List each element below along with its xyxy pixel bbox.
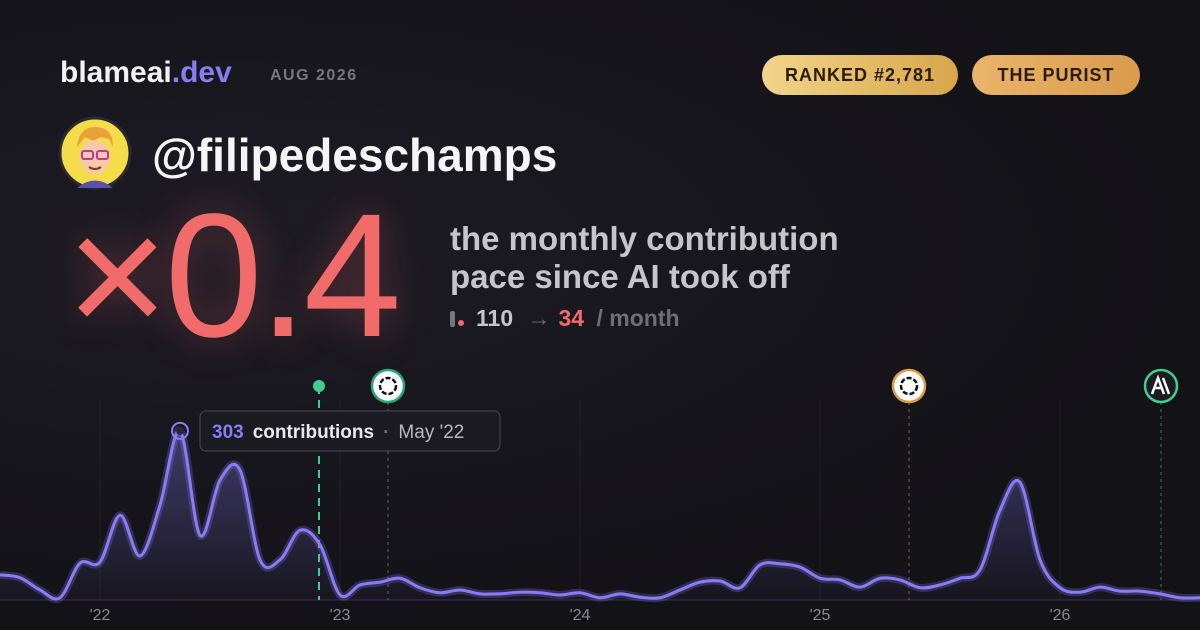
event-icon (891, 368, 927, 404)
event-icon (370, 368, 406, 404)
event-glyph (378, 376, 398, 396)
unit: / month (596, 305, 680, 331)
after-value: 34 (558, 305, 585, 331)
events (313, 368, 1179, 600)
brand-suffix: .dev (171, 56, 232, 89)
highlight-dot (176, 426, 184, 435)
x-tick-label: '23 (330, 607, 351, 624)
line (0, 429, 1200, 601)
before-value: 110 (476, 305, 514, 331)
date: AUG 2026 (270, 67, 358, 84)
description-line: the monthly contribution (450, 220, 839, 257)
arrow: → (527, 305, 551, 331)
tooltip-box (199, 410, 501, 452)
event-glyph (899, 376, 919, 396)
tooltip-series: contributions (253, 422, 374, 443)
username: @filipedeschamps (152, 129, 558, 181)
tooltip-date: May '22 (398, 422, 464, 443)
multiplier: ×0.4 (66, 178, 401, 374)
area (0, 430, 1200, 600)
brand: blameai.dev (60, 56, 232, 90)
rank-badge: RANKED #2,781 (762, 55, 958, 95)
x-tick-label: '22 (90, 607, 111, 624)
persona-badge: THE PURIST (972, 55, 1140, 95)
avatar (58, 116, 132, 190)
tooltip-sep: · (383, 422, 389, 443)
event-dot (313, 380, 325, 392)
after-icon (458, 320, 464, 326)
before-icon (450, 311, 455, 327)
tooltip-text: 303 contributions · May '22 (212, 422, 464, 443)
brand-name: blameai (60, 56, 172, 89)
highlight-ring (171, 421, 189, 440)
pace-line: 110 → 34 / month (450, 305, 680, 332)
event-glyph (1150, 374, 1171, 395)
tooltip: 303 contributions · May '22 (199, 410, 501, 452)
x-tick-label: '25 (810, 607, 831, 624)
x-tick-label: '26 (1050, 607, 1071, 624)
tooltip-value: 303 (212, 422, 244, 443)
x-tick-label: '24 (570, 607, 591, 624)
description-line: pace since AI took off (450, 258, 790, 295)
